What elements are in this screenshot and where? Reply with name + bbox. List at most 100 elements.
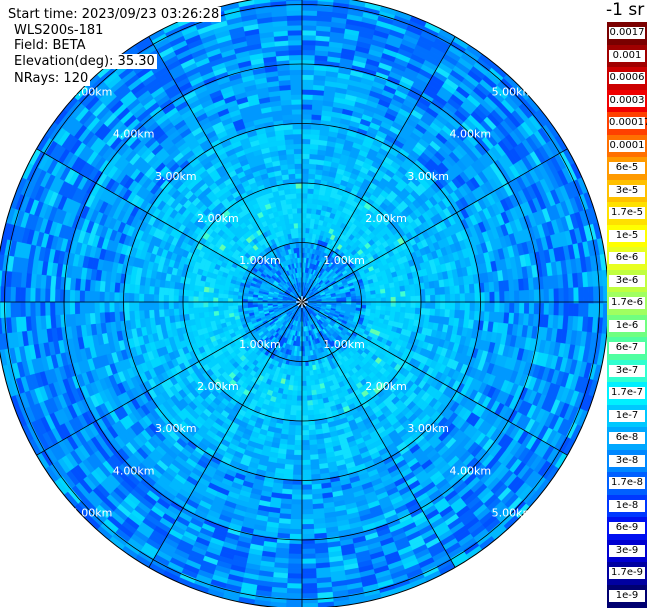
data-cell <box>425 309 431 316</box>
data-cell <box>519 302 524 315</box>
data-cell <box>301 549 315 554</box>
data-cell <box>554 302 559 317</box>
data-cell <box>460 302 465 311</box>
data-cell <box>129 292 134 302</box>
data-cell <box>301 514 313 519</box>
data-cell <box>306 376 311 381</box>
data-cell <box>223 306 228 311</box>
data-cell <box>30 301 35 316</box>
data-cell <box>301 435 309 440</box>
data-cell <box>208 306 213 312</box>
data-cell <box>291 494 302 499</box>
data-cell <box>569 302 574 317</box>
data-cell <box>159 286 165 294</box>
data-cell <box>144 301 149 310</box>
data-cell <box>291 499 302 504</box>
data-cell <box>50 301 55 315</box>
data-cell <box>144 293 149 302</box>
data-cell <box>10 301 15 318</box>
data-cell <box>99 301 104 312</box>
data-cell <box>301 490 312 495</box>
data-cell <box>218 302 223 307</box>
data-cell <box>218 306 223 311</box>
data-cell <box>184 313 190 320</box>
data-cell <box>169 295 174 303</box>
data-cell <box>295 430 303 435</box>
data-cell <box>15 286 20 302</box>
data-cell <box>310 459 319 465</box>
data-cell <box>114 301 119 312</box>
data-cell <box>164 301 169 309</box>
data-cell <box>198 302 203 308</box>
data-cell <box>286 573 302 578</box>
data-cell <box>90 290 95 302</box>
data-cell <box>301 450 310 455</box>
data-cell <box>306 381 311 386</box>
data-cell <box>311 484 322 490</box>
data-cell <box>174 302 179 309</box>
data-cell <box>30 287 35 302</box>
data-cell <box>474 311 480 321</box>
data-cell <box>307 410 314 415</box>
data-cell <box>193 296 198 302</box>
data-cell <box>139 310 145 319</box>
data-cell <box>189 307 194 314</box>
data-cell <box>593 302 598 319</box>
data-cell <box>296 411 302 416</box>
data-cell <box>289 524 302 529</box>
data-cell <box>435 302 440 310</box>
data-cell <box>301 583 317 588</box>
data-cell <box>301 519 314 524</box>
data-cell <box>174 288 180 295</box>
data-cell <box>301 569 316 574</box>
data-cell <box>301 470 311 475</box>
data-cell <box>302 396 308 401</box>
data-cell <box>485 302 490 313</box>
data-cell <box>208 297 213 302</box>
data-cell <box>490 302 495 313</box>
data-cell <box>154 286 160 295</box>
data-cell <box>470 302 475 312</box>
data-cell <box>45 288 50 303</box>
data-cell <box>114 311 120 322</box>
data-cell <box>514 302 519 314</box>
data-cell <box>286 583 302 588</box>
data-cell <box>40 301 45 316</box>
data-cell <box>301 603 318 607</box>
data-cell <box>297 386 302 391</box>
data-cell <box>313 414 320 420</box>
data-cell <box>301 593 318 598</box>
data-cell <box>440 309 446 317</box>
data-cell <box>294 445 302 450</box>
data-cell <box>504 302 509 314</box>
data-cell <box>301 509 313 514</box>
data-cell <box>284 459 293 465</box>
data-cell <box>288 425 295 431</box>
data-cell <box>544 302 549 316</box>
data-cell <box>154 301 159 309</box>
data-cell <box>284 464 294 470</box>
data-cell <box>311 489 322 495</box>
data-cell <box>159 301 164 309</box>
data-cell <box>509 302 514 314</box>
data-cell <box>189 290 194 297</box>
data-cell <box>309 440 317 446</box>
data-cell <box>188 296 193 302</box>
data-cell <box>159 309 165 317</box>
data-cell <box>285 454 294 460</box>
data-cell <box>302 401 308 406</box>
data-cell <box>411 302 416 308</box>
data-cell <box>85 290 90 302</box>
data-cell <box>290 514 302 519</box>
data-cell <box>293 455 302 460</box>
data-cell <box>139 284 145 293</box>
data-cell <box>301 475 311 480</box>
data-cell <box>301 440 309 445</box>
data-cell <box>109 291 114 302</box>
data-cell <box>301 495 312 500</box>
data-cell <box>285 593 302 598</box>
data-cell <box>45 301 50 316</box>
data-cell <box>301 529 314 534</box>
data-cell <box>139 301 144 310</box>
data-cell <box>203 307 208 313</box>
